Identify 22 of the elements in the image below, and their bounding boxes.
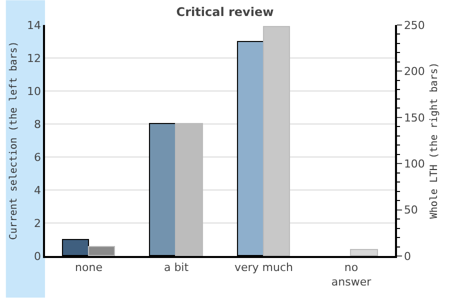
y2-tick-label: 150 [404, 111, 425, 124]
y-axis-title: Current selection (the left bars) [8, 41, 20, 240]
y2-tick-label: 250 [404, 18, 425, 32]
y2-tick-label: 200 [404, 65, 425, 78]
bar [350, 249, 378, 256]
y-tick-label: 8 [34, 118, 42, 131]
y2-axis-title: Whole LTH (the right bars) [428, 62, 440, 219]
y-tick-label: 14 [27, 18, 42, 32]
y-tick-label: 4 [34, 184, 42, 197]
x-tick-label: very much [234, 260, 294, 274]
x-tick-label: no answer [331, 260, 372, 288]
y2-tick-label: 100 [404, 157, 425, 170]
y2-tick-label: 50 [404, 204, 418, 217]
y-tick-label: 0 [34, 250, 42, 263]
chart-title: Critical review [176, 4, 274, 19]
x-tick-label: a bit [164, 260, 190, 274]
y-tick-label: 10 [27, 84, 42, 98]
y-tick-label: 6 [34, 150, 42, 164]
y2-tick-label: 0 [404, 250, 411, 263]
x-tick-label: none [75, 260, 103, 274]
y-tick-label: 2 [34, 216, 42, 230]
y-tick-label: 12 [27, 52, 42, 65]
